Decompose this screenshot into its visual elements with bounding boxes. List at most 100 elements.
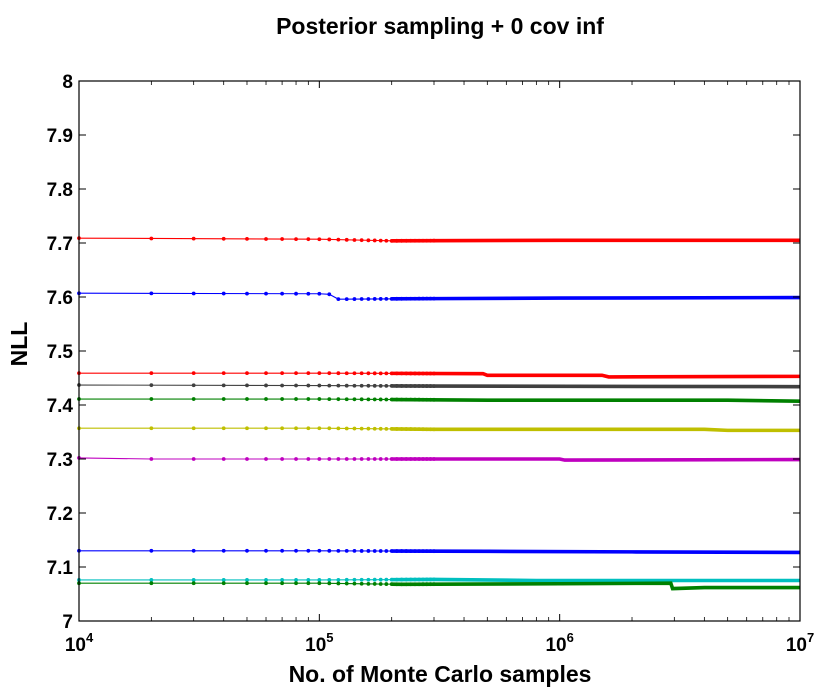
marker-green-1 (408, 397, 413, 402)
marker-red-1 (306, 237, 311, 242)
marker-yellow (264, 426, 268, 431)
marker-magenta (428, 457, 433, 461)
marker-cyan (221, 578, 226, 582)
marker-red-2 (221, 371, 226, 376)
y-tick-label: 7.7 (47, 234, 73, 255)
marker-green-2 (413, 582, 417, 587)
marker-red-1 (408, 238, 413, 243)
marker-red-1 (421, 238, 425, 243)
marker-blue-2 (336, 548, 341, 553)
marker-red-2 (344, 371, 349, 376)
marker-blue-1 (399, 296, 404, 301)
marker-blue-2 (221, 548, 226, 553)
marker-red-2 (149, 371, 154, 376)
marker-green-1 (424, 397, 429, 402)
marker-dark-gray (421, 384, 425, 388)
marker-red-1 (394, 238, 399, 243)
x-tick-label: 106 (545, 630, 573, 656)
series-dense-magenta (391, 457, 801, 462)
marker-yellow (408, 427, 413, 431)
series-cyan (77, 577, 800, 583)
marker-magenta (421, 457, 425, 461)
marker-blue-2 (191, 548, 196, 553)
marker-cyan (394, 577, 399, 582)
marker-blue-1 (221, 291, 226, 296)
marker-red-1 (359, 238, 364, 243)
marker-blue-2 (317, 548, 322, 553)
marker-dark-gray (327, 383, 332, 388)
series-blue-1 (77, 291, 801, 302)
series-dense-dark-gray (391, 384, 801, 389)
marker-dark-gray (372, 383, 377, 388)
marker-blue-2 (421, 549, 425, 554)
marker-magenta (417, 457, 421, 461)
marker-dark-gray (352, 383, 357, 388)
marker-dark-gray (404, 384, 409, 388)
marker-red-2 (432, 371, 436, 376)
marker-blue-1 (428, 296, 433, 301)
marker-green-2 (421, 582, 425, 587)
marker-dark-gray (432, 384, 436, 388)
marker-yellow (424, 427, 429, 432)
marker-green-1 (366, 397, 371, 402)
marker-blue-1 (149, 291, 154, 296)
marker-cyan (424, 577, 429, 582)
marker-red-2 (327, 371, 332, 376)
marker-green-1 (352, 397, 357, 402)
marker-cyan (417, 577, 421, 582)
marker-green-1 (264, 397, 268, 401)
marker-red-2 (404, 371, 409, 376)
marker-green-1 (378, 397, 383, 402)
marker-red-2 (394, 371, 399, 376)
marker-magenta (413, 457, 417, 461)
marker-dark-gray (306, 383, 311, 388)
marker-green-1 (359, 397, 364, 402)
marker-red-2 (408, 371, 413, 376)
marker-dark-gray (294, 383, 298, 388)
marker-red-2 (264, 371, 268, 376)
marker-yellow (372, 426, 377, 431)
marker-dark-gray (245, 383, 249, 388)
marker-green-2 (352, 581, 357, 586)
marker-dark-gray (149, 383, 154, 388)
marker-blue-2 (394, 549, 399, 553)
marker-dark-gray (389, 384, 394, 388)
series-dense-blue-2 (391, 549, 801, 555)
marker-magenta (389, 457, 394, 461)
marker-red-1 (384, 238, 389, 243)
marker-cyan (280, 578, 285, 582)
marker-red-1 (344, 237, 349, 242)
marker-yellow (421, 427, 425, 432)
marker-yellow (280, 426, 285, 431)
marker-green-1 (344, 397, 349, 402)
marker-green-2 (378, 582, 383, 586)
marker-red-2 (336, 371, 341, 376)
marker-blue-2 (413, 549, 417, 554)
marker-green-2 (245, 581, 249, 586)
marker-dark-gray (264, 383, 268, 388)
marker-blue-2 (352, 549, 357, 553)
y-tick-label: 7.3 (47, 450, 73, 471)
marker-yellow (245, 426, 249, 431)
marker-yellow (384, 426, 389, 431)
marker-cyan (327, 578, 332, 582)
marker-dark-gray (336, 383, 341, 388)
marker-blue-2 (384, 549, 389, 553)
y-axis-label: NLL (6, 322, 32, 367)
marker-blue-2 (245, 548, 249, 553)
marker-dark-gray (424, 384, 429, 388)
marker-green-2 (417, 582, 421, 587)
marker-magenta (366, 457, 371, 461)
plot-area (77, 236, 801, 591)
marker-green-2 (264, 581, 268, 586)
marker-green-2 (280, 581, 285, 586)
marker-green-2 (384, 582, 389, 586)
marker-red-2 (306, 371, 311, 376)
marker-blue-1 (336, 297, 341, 302)
marker-red-1 (221, 236, 226, 241)
marker-blue-2 (417, 549, 421, 554)
marker-green-2 (221, 581, 226, 586)
marker-green-1 (221, 397, 226, 401)
